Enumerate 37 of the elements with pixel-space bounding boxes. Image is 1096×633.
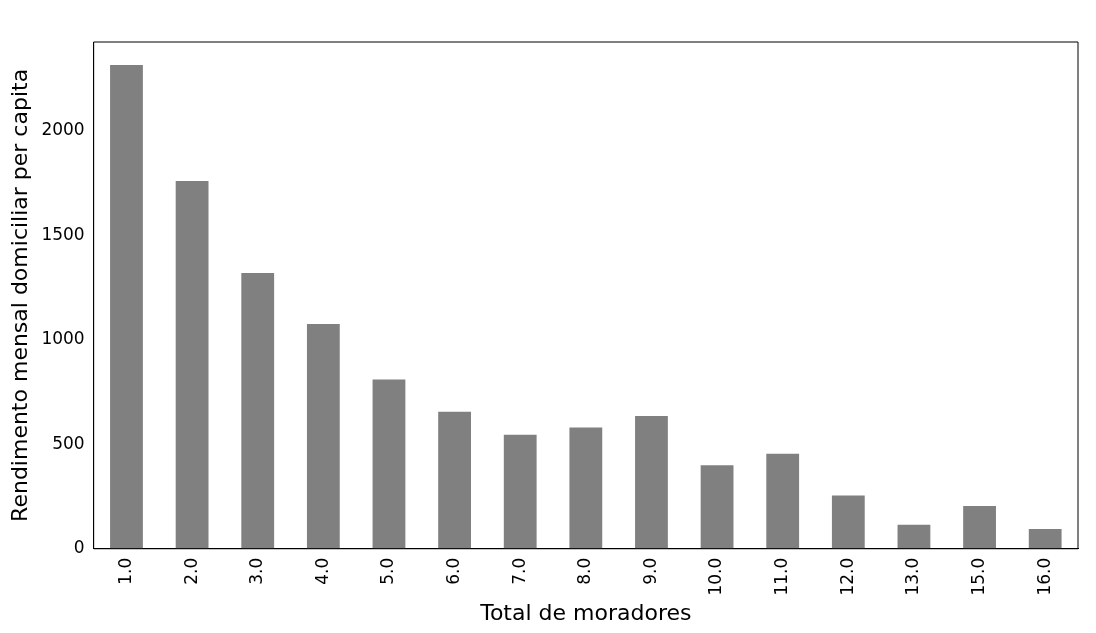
bar — [831, 495, 865, 549]
y-tick-label: 0 — [73, 537, 85, 558]
bar — [635, 416, 668, 549]
x-tick-label: 9.0 — [639, 557, 660, 585]
x-tick-label: 2.0 — [180, 557, 201, 585]
x-tick-label: 6.0 — [443, 557, 464, 585]
y-tick-label: 500 — [52, 432, 85, 453]
x-axis-title: Total de moradores — [479, 599, 692, 625]
bar — [438, 411, 471, 549]
bar — [306, 324, 340, 549]
x-tick-label: 4.0 — [311, 557, 332, 585]
x-tick-label: 10.0 — [705, 557, 726, 596]
bar — [569, 427, 603, 549]
x-tick-label: 3.0 — [246, 557, 267, 585]
bar — [110, 64, 143, 549]
bar — [175, 180, 209, 549]
y-tick-label: 2000 — [41, 119, 85, 140]
y-tick-label: 1500 — [41, 223, 85, 244]
bar — [766, 453, 800, 549]
x-tick-label: 15.0 — [967, 557, 988, 596]
bar — [700, 465, 734, 549]
x-tick-label: 12.0 — [836, 557, 857, 596]
x-tick-label: 16.0 — [1033, 557, 1054, 596]
x-tick-label: 13.0 — [902, 557, 923, 596]
x-tick-label: 5.0 — [377, 557, 398, 585]
x-tick-label: 7.0 — [508, 557, 529, 585]
bar — [963, 505, 996, 549]
bar — [503, 434, 537, 549]
bar — [241, 272, 275, 549]
x-tick-label: 11.0 — [771, 557, 792, 596]
bar — [897, 524, 931, 549]
x-tick-label: 1.0 — [114, 557, 135, 585]
y-tick-label: 1000 — [41, 328, 85, 349]
x-tick-label: 8.0 — [574, 557, 595, 585]
y-axis-title: Rendimento mensal domiciliar per capita — [6, 68, 32, 522]
bar — [1028, 528, 1062, 549]
bar — [372, 379, 406, 549]
